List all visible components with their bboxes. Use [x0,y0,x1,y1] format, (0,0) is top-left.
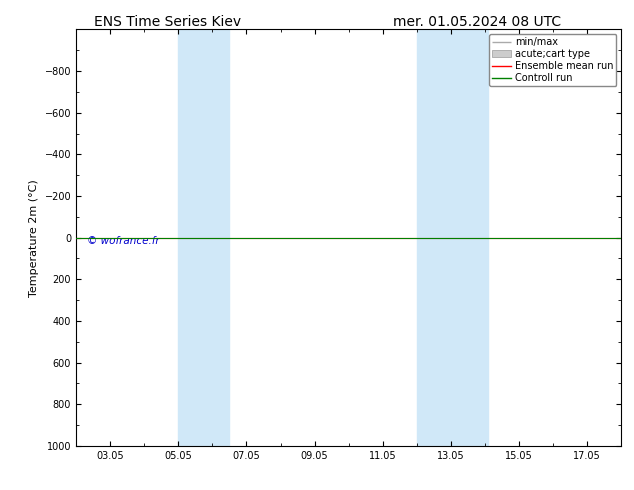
Text: mer. 01.05.2024 08 UTC: mer. 01.05.2024 08 UTC [393,15,561,29]
Text: © wofrance.fr: © wofrance.fr [87,236,160,245]
Legend: min/max, acute;cart type, Ensemble mean run, Controll run: min/max, acute;cart type, Ensemble mean … [489,34,616,86]
Bar [178,29,230,446]
Bar [417,29,488,446]
Y-axis label: Temperature 2m (°C): Temperature 2m (°C) [29,179,39,296]
Text: ENS Time Series Kiev: ENS Time Series Kiev [94,15,241,29]
